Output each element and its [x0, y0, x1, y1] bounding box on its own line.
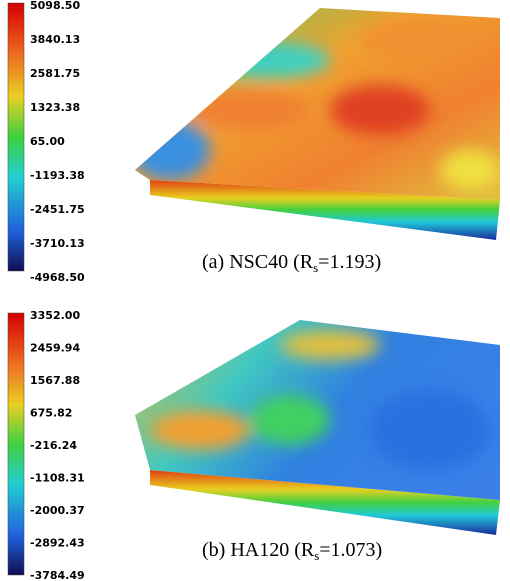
colorbar-tick-label: 3352.00: [30, 309, 80, 322]
colorbar-tick-label: -4968.50: [30, 271, 85, 284]
colorbar-tick-label: -216.24: [30, 439, 77, 452]
caption-text: =1.073): [319, 539, 382, 561]
colorbar-tick-label: 1323.38: [30, 101, 80, 114]
colorbar-tick-label: 3840.13: [30, 33, 80, 46]
colorbar-tick-label: 2581.75: [30, 67, 80, 80]
colorbar-tick-label: -1193.38: [30, 169, 85, 182]
caption-text: (a) NSC40 (R: [202, 251, 314, 273]
colorbar-tick-label: -3710.13: [30, 237, 85, 250]
colorbar-tick-label: 5098.50: [30, 0, 80, 12]
surface-a: [135, 8, 500, 240]
colorbar-tick-label: -2451.75: [30, 203, 85, 216]
caption-subscript: s: [313, 260, 318, 275]
colorbar-tick-label: -2000.37: [30, 504, 85, 517]
colorbar-tick-label: 65.00: [30, 135, 65, 148]
caption-text: (b) HA120 (R: [202, 539, 315, 561]
colorbar: [7, 2, 25, 272]
colorbar: [7, 312, 25, 576]
colorbar-tick-label: -3784.49: [30, 569, 85, 581]
surface-b: [135, 320, 500, 535]
caption-subscript: s: [314, 548, 319, 563]
colorbar-tick-label: 2459.94: [30, 342, 80, 355]
colorbar-tick-label: -2892.43: [30, 537, 85, 550]
caption-text: =1.193): [318, 251, 381, 273]
colorbar-tick-label: -1108.31: [30, 472, 85, 485]
caption: (b) HA120 (Rs=1.073): [202, 539, 382, 563]
caption: (a) NSC40 (Rs=1.193): [202, 251, 381, 275]
colorbar-tick-label: 1567.88: [30, 374, 80, 387]
colorbar-tick-label: 675.82: [30, 407, 72, 420]
